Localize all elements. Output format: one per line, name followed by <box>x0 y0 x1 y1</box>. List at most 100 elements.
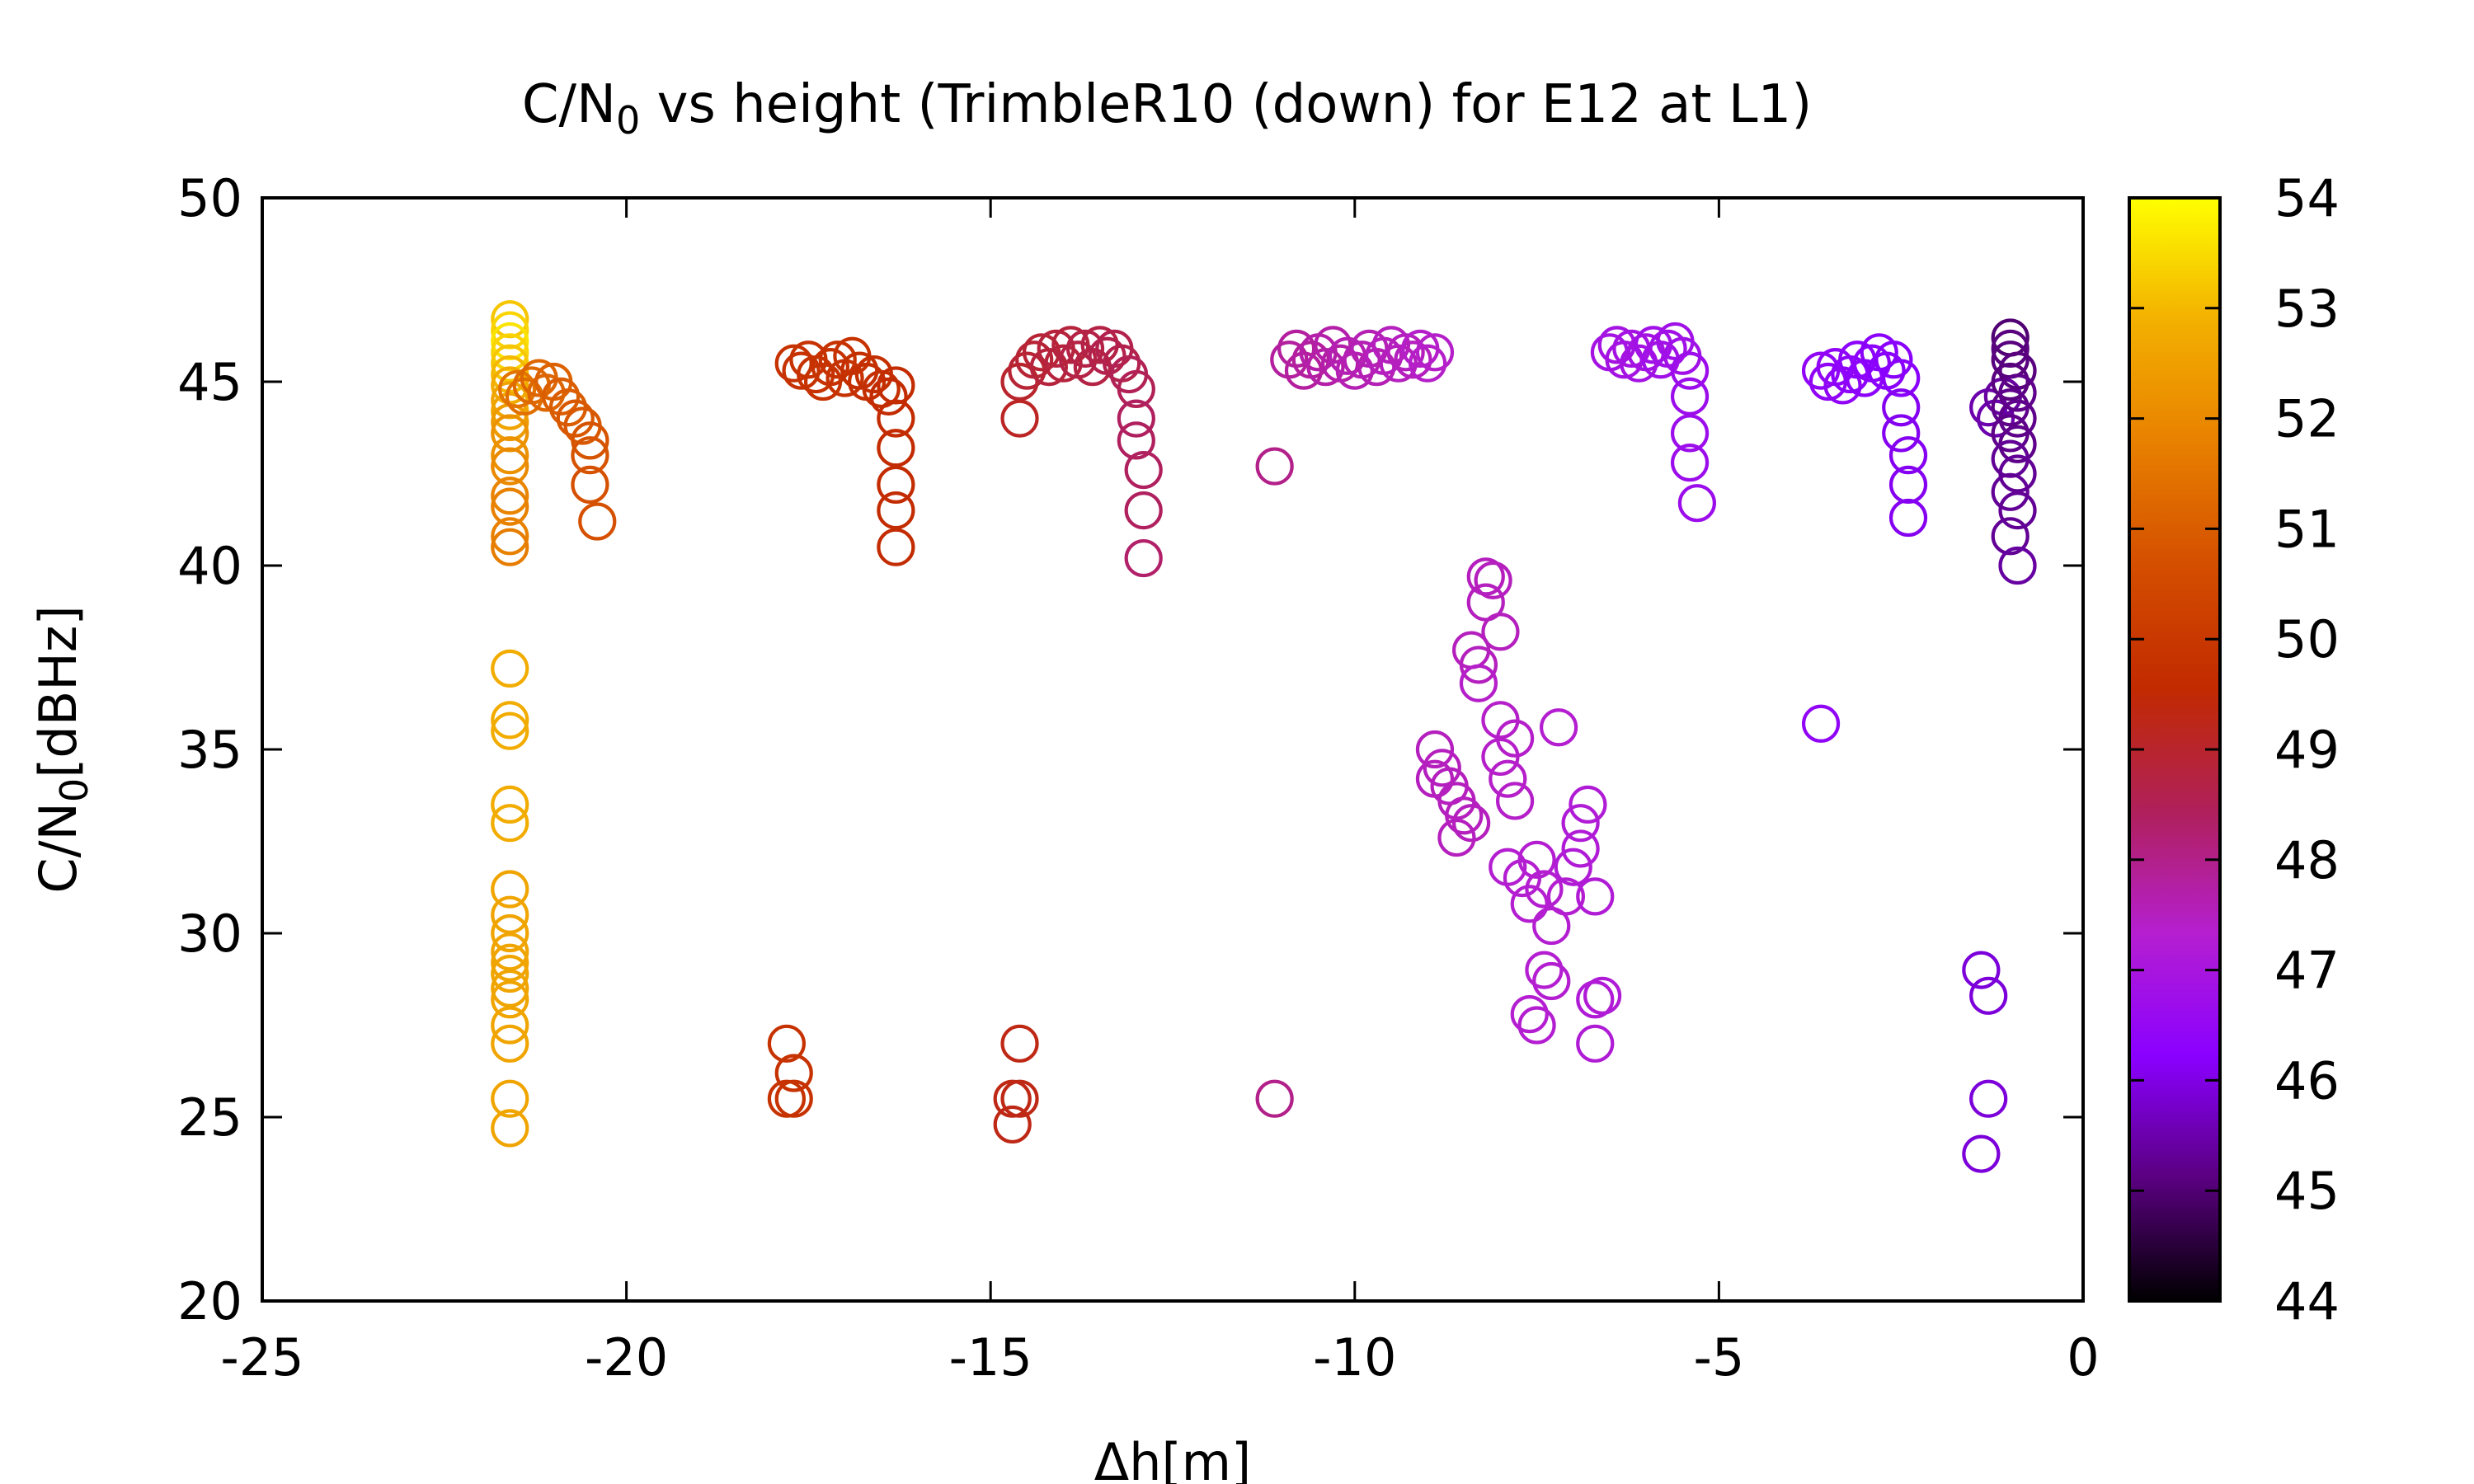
data-point <box>1496 782 1535 820</box>
y-axis-ticks: 20 25 30 35 40 45 50 <box>177 168 2083 1331</box>
data-point <box>1991 414 2030 453</box>
data-point <box>1801 351 1841 390</box>
data-point <box>571 421 609 460</box>
data-point <box>1000 399 1039 438</box>
data-point <box>1255 1079 1294 1118</box>
data-point <box>1991 517 2030 556</box>
data-point <box>1117 421 1155 460</box>
data-point <box>491 528 529 566</box>
data-point <box>1882 359 1921 397</box>
x-tick-label: -15 <box>949 1327 1032 1388</box>
colorbar-tick-label: 48 <box>2274 830 2340 890</box>
data-point <box>1459 646 1498 684</box>
data-point <box>1423 749 1461 787</box>
data-point <box>1677 484 1717 523</box>
data-point <box>491 1109 529 1148</box>
data-point <box>1888 498 1928 538</box>
data-point <box>1517 1006 1556 1045</box>
data-point <box>491 1006 529 1045</box>
colorbar-tick-label: 46 <box>2274 1050 2340 1111</box>
data-point <box>491 954 529 993</box>
data-point <box>1670 377 1710 416</box>
x-tick-label: -25 <box>220 1327 303 1388</box>
data-point <box>491 785 529 824</box>
data-point <box>1517 840 1556 879</box>
data-point <box>782 351 821 390</box>
data-point <box>1117 399 1155 438</box>
colorbar-tick-label: 51 <box>2274 499 2340 559</box>
data-point <box>1525 870 1564 909</box>
data-point <box>1532 961 1571 1001</box>
y-tick-label: 45 <box>177 352 242 412</box>
data-point <box>1998 546 2037 585</box>
data-point <box>491 969 529 1008</box>
x-axis-label: Δh[m] <box>1094 1432 1251 1484</box>
data-point <box>1554 848 1592 886</box>
data-point <box>1962 1134 2001 1173</box>
x-axis-ticks: -25 -20 -15 -10 -5 0 <box>220 198 2100 1388</box>
data-point <box>491 477 529 515</box>
data-point <box>1481 737 1520 777</box>
data-point <box>1029 348 1068 387</box>
data-point <box>877 465 915 504</box>
data-point <box>1306 348 1345 387</box>
data-point <box>877 399 915 438</box>
data-point <box>1000 1024 1039 1063</box>
data-point <box>767 1024 807 1063</box>
data-point <box>491 1079 529 1118</box>
colorbar-tick-label: 52 <box>2274 389 2340 449</box>
data-point <box>877 528 915 566</box>
y-axis-label-subscript: 0 <box>52 778 96 802</box>
data-point <box>491 517 529 556</box>
data-point <box>1969 1079 2008 1118</box>
data-point <box>1888 436 1928 475</box>
data-point <box>1882 414 1921 453</box>
data-point <box>498 369 537 409</box>
y-tick-label: 35 <box>177 720 242 780</box>
data-point <box>491 436 529 475</box>
data-point <box>491 804 529 843</box>
data-point <box>877 491 915 530</box>
data-point <box>1962 951 2001 989</box>
y-tick-label: 40 <box>177 536 242 596</box>
data-point <box>1124 538 1163 578</box>
data-point <box>1452 804 1491 843</box>
chart-title-prefix: C/N <box>522 74 616 135</box>
data-point <box>1998 491 2037 530</box>
x-tick-label: -20 <box>585 1327 668 1388</box>
data-point <box>1510 995 1549 1034</box>
colorbar-tick-label: 53 <box>2274 279 2340 339</box>
data-point <box>1969 976 2008 1015</box>
data-point <box>1489 759 1527 798</box>
data-point <box>767 1079 807 1118</box>
data-point <box>1065 329 1105 368</box>
data-point <box>774 344 813 383</box>
data-point <box>1998 454 2037 493</box>
data-point <box>1386 333 1425 372</box>
data-point <box>1576 877 1615 916</box>
data-point <box>1415 730 1455 769</box>
data-point <box>542 377 581 416</box>
chart-title-suffix: vs height (TrimbleR10 (down) for E12 at … <box>640 74 1812 135</box>
plot-area: -25 -20 -15 -10 -5 0 20 25 30 35 40 45 50 <box>177 168 2100 1388</box>
data-point <box>491 487 529 526</box>
data-point <box>1415 759 1455 798</box>
data-point <box>1576 1024 1615 1063</box>
colorbar-tick-label: 45 <box>2274 1161 2340 1221</box>
colorbar-tick-label: 44 <box>2274 1271 2340 1331</box>
data-point <box>1459 664 1498 702</box>
data-point <box>1670 414 1710 453</box>
data-point <box>1044 344 1083 383</box>
data-point <box>527 373 566 412</box>
y-tick-label: 30 <box>177 904 242 964</box>
data-point <box>1801 704 1841 743</box>
x-tick-label: -10 <box>1313 1327 1396 1388</box>
data-point <box>1255 447 1294 486</box>
x-tick-label: -5 <box>1693 1327 1744 1388</box>
data-point <box>1546 877 1586 916</box>
data-point <box>1445 796 1484 835</box>
colorbar-tick-label: 50 <box>2274 609 2340 669</box>
data-point <box>1561 829 1600 868</box>
plot-frame <box>261 196 2085 1303</box>
